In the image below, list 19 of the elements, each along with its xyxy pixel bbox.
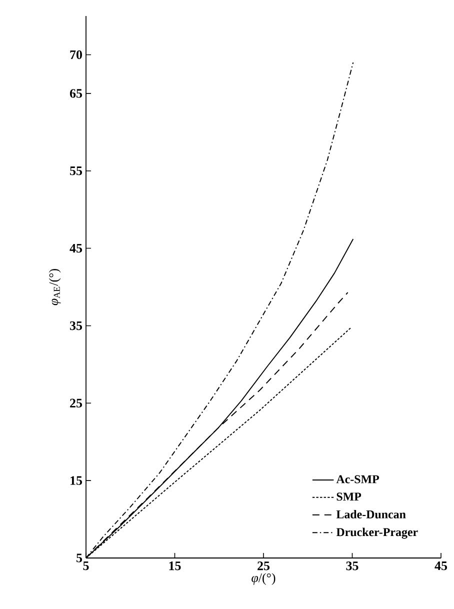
x-tick-label: 15 <box>169 562 181 570</box>
x-tick-label: 25 <box>258 562 270 570</box>
y-tick-label: 45 <box>70 244 82 253</box>
x-tick-label: 35 <box>346 562 358 570</box>
y-axis-title: φ$_{AE}$/(°) <box>48 268 61 306</box>
y-tick-label: 5 <box>76 554 82 562</box>
y-tick-label: 35 <box>70 321 82 330</box>
y-tick-label: 70 <box>70 50 82 60</box>
y-tick-label: 25 <box>70 398 82 408</box>
x-axis-title: φ/(°) <box>252 573 276 585</box>
legend-label: SMP <box>336 492 362 501</box>
legend-label: Lade-Duncan <box>336 510 406 518</box>
legend-label: Drucker-Prager <box>336 528 418 539</box>
y-tick-label: 65 <box>70 89 82 98</box>
y-tick-label: 55 <box>70 166 82 176</box>
x-tick-label: 45 <box>434 562 448 570</box>
y-tick-label: 15 <box>70 476 82 485</box>
legend-label: Ac-SMP <box>336 475 380 484</box>
x-tick-label: 5 <box>83 562 89 570</box>
